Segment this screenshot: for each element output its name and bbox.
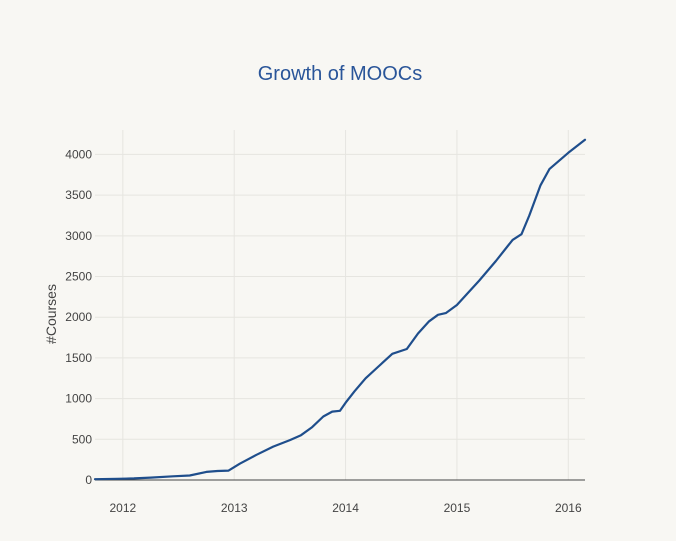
y-tick-label: 1000 — [65, 392, 92, 406]
y-tick-label: 3000 — [65, 229, 92, 243]
y-tick-label: 4000 — [65, 147, 92, 161]
y-tick-label: 2500 — [65, 270, 92, 284]
y-axis-title: #Courses — [43, 284, 59, 344]
gridlines — [95, 130, 585, 480]
axes: 0 500 1000 1500 2000 2500 3000 3500 4000 2012 2013… — [65, 147, 585, 515]
chart-title: Growth of MOOCs — [258, 63, 422, 85]
x-tick-label: 2012 — [109, 501, 136, 515]
y-tick-label: 500 — [72, 432, 92, 446]
x-tick-label: 2016 — [555, 501, 582, 515]
series-layer — [93, 138, 587, 481]
x-tick-label: 2013 — [221, 501, 248, 515]
y-tick-label: 1500 — [65, 351, 92, 365]
x-tick-label: 2014 — [332, 501, 359, 515]
y-tick-label: 2000 — [65, 310, 92, 324]
x-tick-label: 2015 — [444, 501, 471, 515]
y-tick-label: 0 — [85, 473, 92, 487]
series-line — [93, 138, 587, 481]
y-tick-label: 3500 — [65, 188, 92, 202]
